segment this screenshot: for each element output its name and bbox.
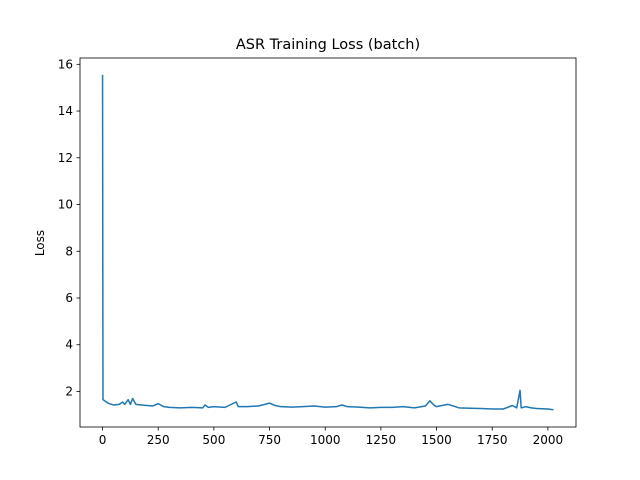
x-tick-label: 0 (99, 433, 107, 447)
x-tick-label: 1250 (366, 433, 397, 447)
chart-title: ASR Training Loss (batch) (236, 37, 420, 53)
x-tick-label: 1750 (477, 433, 508, 447)
x-tick-label: 1500 (421, 433, 452, 447)
y-tick-label: 16 (58, 57, 73, 71)
y-tick-label: 14 (58, 104, 73, 118)
x-tick-label: 1000 (310, 433, 341, 447)
line-series (101, 74, 554, 411)
x-tick-label: 250 (147, 433, 170, 447)
y-tick-label: 2 (65, 384, 73, 398)
y-tick-label: 12 (58, 151, 73, 165)
y-tick-label: 4 (65, 338, 73, 352)
x-tick-label: 2000 (533, 433, 564, 447)
y-tick-label: 8 (65, 244, 73, 258)
y-axis-label: Loss (33, 230, 47, 256)
y-tick-label: 6 (65, 291, 73, 305)
x-tick-label: 750 (258, 433, 281, 447)
plot-frame (79, 57, 577, 428)
y-tick-label: 10 (58, 198, 73, 212)
x-tick-label: 500 (202, 433, 225, 447)
